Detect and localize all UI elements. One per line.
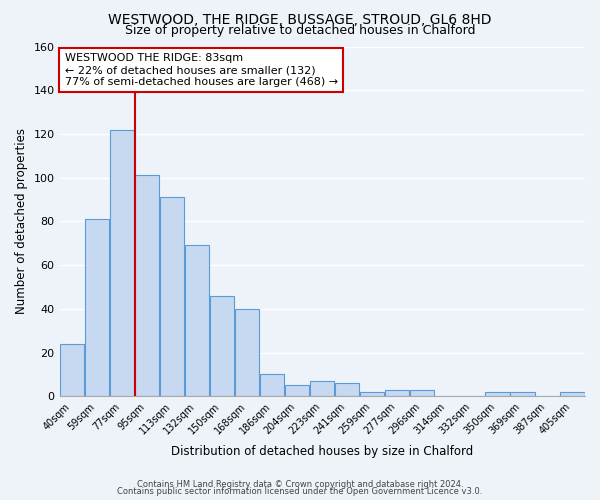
Bar: [110, 130, 134, 396]
Bar: [85, 219, 109, 396]
Bar: [260, 374, 284, 396]
Bar: [485, 392, 509, 396]
Bar: [385, 390, 409, 396]
Bar: [310, 381, 334, 396]
Text: Contains public sector information licensed under the Open Government Licence v3: Contains public sector information licen…: [118, 488, 482, 496]
Bar: [410, 390, 434, 396]
Bar: [560, 392, 584, 396]
Bar: [210, 296, 235, 396]
Bar: [135, 176, 159, 396]
Bar: [160, 198, 184, 396]
Text: WESTWOOD, THE RIDGE, BUSSAGE, STROUD, GL6 8HD: WESTWOOD, THE RIDGE, BUSSAGE, STROUD, GL…: [108, 12, 492, 26]
Text: Contains HM Land Registry data © Crown copyright and database right 2024.: Contains HM Land Registry data © Crown c…: [137, 480, 463, 489]
Bar: [60, 344, 84, 397]
Bar: [335, 383, 359, 396]
Bar: [285, 386, 310, 396]
Bar: [511, 392, 535, 396]
Bar: [185, 246, 209, 396]
Bar: [235, 309, 259, 396]
Bar: [360, 392, 385, 396]
Text: WESTWOOD THE RIDGE: 83sqm
← 22% of detached houses are smaller (132)
77% of semi: WESTWOOD THE RIDGE: 83sqm ← 22% of detac…: [65, 54, 338, 86]
X-axis label: Distribution of detached houses by size in Chalford: Distribution of detached houses by size …: [171, 444, 473, 458]
Y-axis label: Number of detached properties: Number of detached properties: [15, 128, 28, 314]
Text: Size of property relative to detached houses in Chalford: Size of property relative to detached ho…: [125, 24, 475, 37]
